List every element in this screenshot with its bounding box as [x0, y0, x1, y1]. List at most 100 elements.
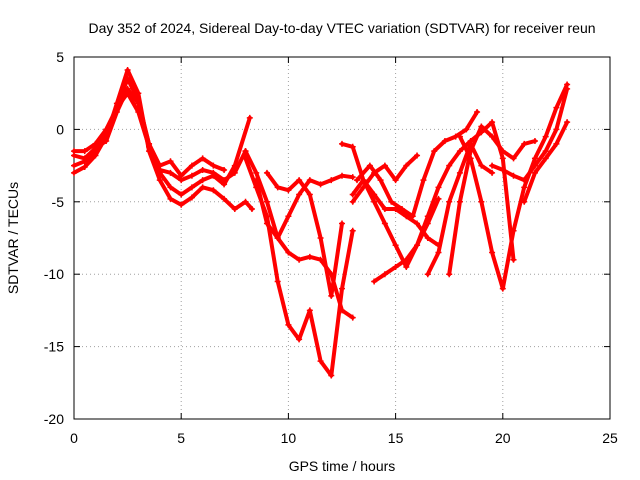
- data-point: [349, 191, 356, 198]
- data-point: [306, 177, 313, 184]
- data-point: [124, 67, 131, 74]
- series-markers-10: [349, 177, 442, 249]
- data-point: [489, 119, 496, 126]
- series-markers-9: [339, 140, 442, 270]
- data-point: [231, 162, 238, 169]
- data-point: [285, 213, 292, 220]
- data-point: [349, 143, 356, 150]
- data-point: [478, 123, 485, 130]
- data-point: [199, 177, 206, 184]
- data-point: [499, 148, 506, 155]
- data-point: [296, 256, 303, 263]
- x-tick-label: 0: [70, 430, 78, 446]
- data-point: [478, 198, 485, 205]
- y-tick-label: -10: [44, 266, 64, 282]
- data-point: [381, 220, 388, 227]
- data-point: [296, 177, 303, 184]
- plot-frame: [73, 56, 611, 420]
- y-tick-label: 0: [56, 121, 64, 137]
- data-point: [156, 169, 163, 176]
- data-point: [246, 114, 253, 121]
- y-tick-label: -5: [52, 194, 65, 210]
- data-point: [156, 162, 163, 169]
- x-axis-label: GPS time / hours: [289, 458, 396, 474]
- data-point: [553, 140, 560, 147]
- data-point: [403, 256, 410, 263]
- data-point: [349, 174, 356, 181]
- data-point: [274, 278, 281, 285]
- data-point: [510, 256, 517, 263]
- series-markers-7: [253, 172, 356, 241]
- data-point: [435, 249, 442, 256]
- data-point: [414, 242, 421, 249]
- data-point: [499, 155, 506, 162]
- data-point: [178, 191, 185, 198]
- data-point: [553, 104, 560, 111]
- series-markers-8: [263, 169, 345, 299]
- data-point: [463, 126, 470, 133]
- y-tick-label: -20: [44, 411, 64, 427]
- data-point: [531, 169, 538, 176]
- data-point: [510, 155, 517, 162]
- data-point: [146, 140, 153, 147]
- data-point: [521, 177, 528, 184]
- data-point: [564, 119, 571, 126]
- data-point: [531, 137, 538, 144]
- data-point: [392, 177, 399, 184]
- data-point: [510, 227, 517, 234]
- data-point: [360, 184, 367, 191]
- x-tick-label: 10: [281, 430, 297, 446]
- data-point: [188, 172, 195, 179]
- y-tick-label: 5: [56, 49, 64, 65]
- data-point: [167, 169, 174, 176]
- data-point: [210, 172, 217, 179]
- data-point: [317, 181, 324, 188]
- data-point: [296, 336, 303, 343]
- data-point: [424, 235, 431, 241]
- data-point: [274, 184, 281, 191]
- data-point: [446, 198, 453, 205]
- data-point: [489, 249, 496, 256]
- data-point: [456, 169, 463, 176]
- data-point: [424, 271, 431, 278]
- data-point: [564, 85, 571, 92]
- data-point: [371, 198, 378, 205]
- data-point: [167, 184, 174, 191]
- data-point: [339, 172, 345, 179]
- data-point: [349, 198, 356, 205]
- data-point: [81, 148, 88, 155]
- data-point: [381, 206, 388, 213]
- series-line-1: [72, 68, 254, 211]
- data-point: [399, 206, 406, 213]
- data-point: [263, 169, 270, 176]
- data-point: [199, 155, 206, 162]
- data-point: [339, 285, 345, 292]
- data-point: [499, 285, 506, 292]
- data-point: [306, 191, 313, 198]
- data-point: [377, 177, 384, 184]
- data-point: [542, 133, 549, 140]
- y-axis-label: SDTVAR / TECUs: [5, 182, 21, 294]
- data-point: [354, 177, 361, 184]
- x-tick-label: 5: [177, 430, 185, 446]
- data-point: [71, 152, 77, 159]
- data-point: [521, 184, 528, 191]
- series-line-18: [490, 86, 570, 183]
- data-point: [510, 172, 517, 179]
- data-point: [521, 140, 528, 147]
- data-point: [317, 256, 324, 263]
- data-point: [381, 271, 388, 278]
- data-point: [521, 198, 528, 205]
- series-line-4: [72, 86, 227, 178]
- data-point: [409, 213, 416, 220]
- data-point: [542, 155, 549, 162]
- data-point: [103, 126, 110, 133]
- data-point: [392, 242, 399, 249]
- x-axis-ticks: 0 5 10 15 20 25: [70, 57, 618, 446]
- data-point: [296, 191, 303, 198]
- data-point: [553, 126, 560, 133]
- data-point: [446, 162, 453, 169]
- data-point: [81, 155, 88, 162]
- data-point: [328, 292, 335, 299]
